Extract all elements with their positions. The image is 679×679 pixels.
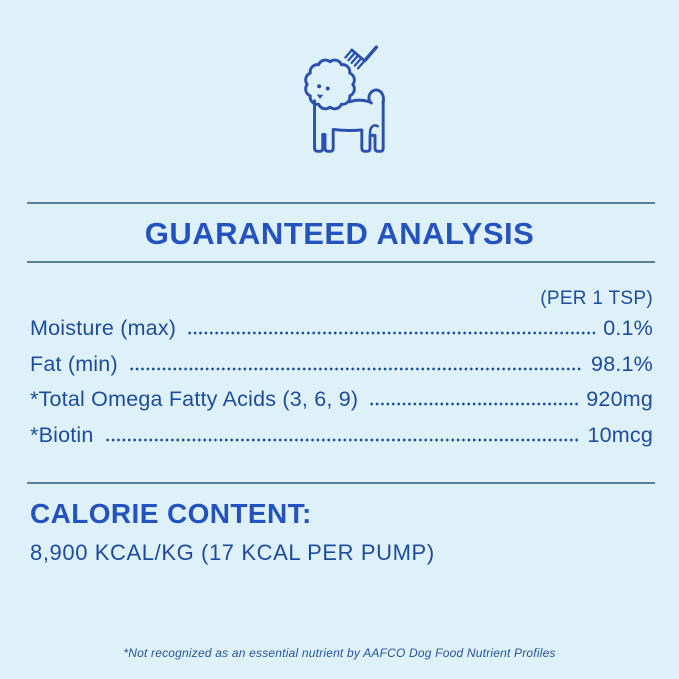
dog-comb-icon xyxy=(303,45,385,153)
nutrient-label: *Biotin xyxy=(30,422,94,447)
dotted-leader xyxy=(104,436,580,442)
dog-grooming-illustration xyxy=(290,44,390,154)
nutrient-value: 0.1% xyxy=(603,316,653,340)
calorie-heading: CALORIE CONTENT: xyxy=(30,498,312,529)
nutrient-value: 98.1% xyxy=(591,351,653,376)
dotted-leader xyxy=(369,401,579,406)
nutrient-label: Fat (min) xyxy=(30,351,118,376)
nutrient-value: 10mcg xyxy=(587,422,653,447)
dotted-leader xyxy=(128,365,584,371)
nutrient-value: 920mg xyxy=(586,387,653,411)
divider-below-title xyxy=(27,261,655,263)
section-title: GUARANTEED ANALYSIS xyxy=(144,216,535,251)
divider-above-calorie xyxy=(27,482,655,484)
dotted-leader xyxy=(187,330,596,335)
calorie-detail: 8,900 KCAL/KG (17 KCAL PER PUMP) xyxy=(30,540,435,565)
analysis-row-moisture: Moisture (max) 0.1% xyxy=(30,316,653,352)
divider-above-title xyxy=(27,202,655,204)
analysis-table: Moisture (max) 0.1% Fat (min) 98.1% *Tot… xyxy=(30,316,653,458)
nutrient-label: Moisture (max) xyxy=(30,316,177,340)
analysis-row-fat: Fat (min) 98.1% xyxy=(30,352,653,388)
serving-size-note: (PER 1 TSP) xyxy=(540,288,653,309)
analysis-row-omega-fatty-acids: *Total Omega Fatty Acids (3, 6, 9) 920mg xyxy=(30,387,653,423)
analysis-row-biotin: *Biotin 10mcg xyxy=(30,423,653,459)
nutrient-label: *Total Omega Fatty Acids (3, 6, 9) xyxy=(30,387,359,411)
aafco-footnote: *Not recognized as an essential nutrient… xyxy=(123,646,556,660)
